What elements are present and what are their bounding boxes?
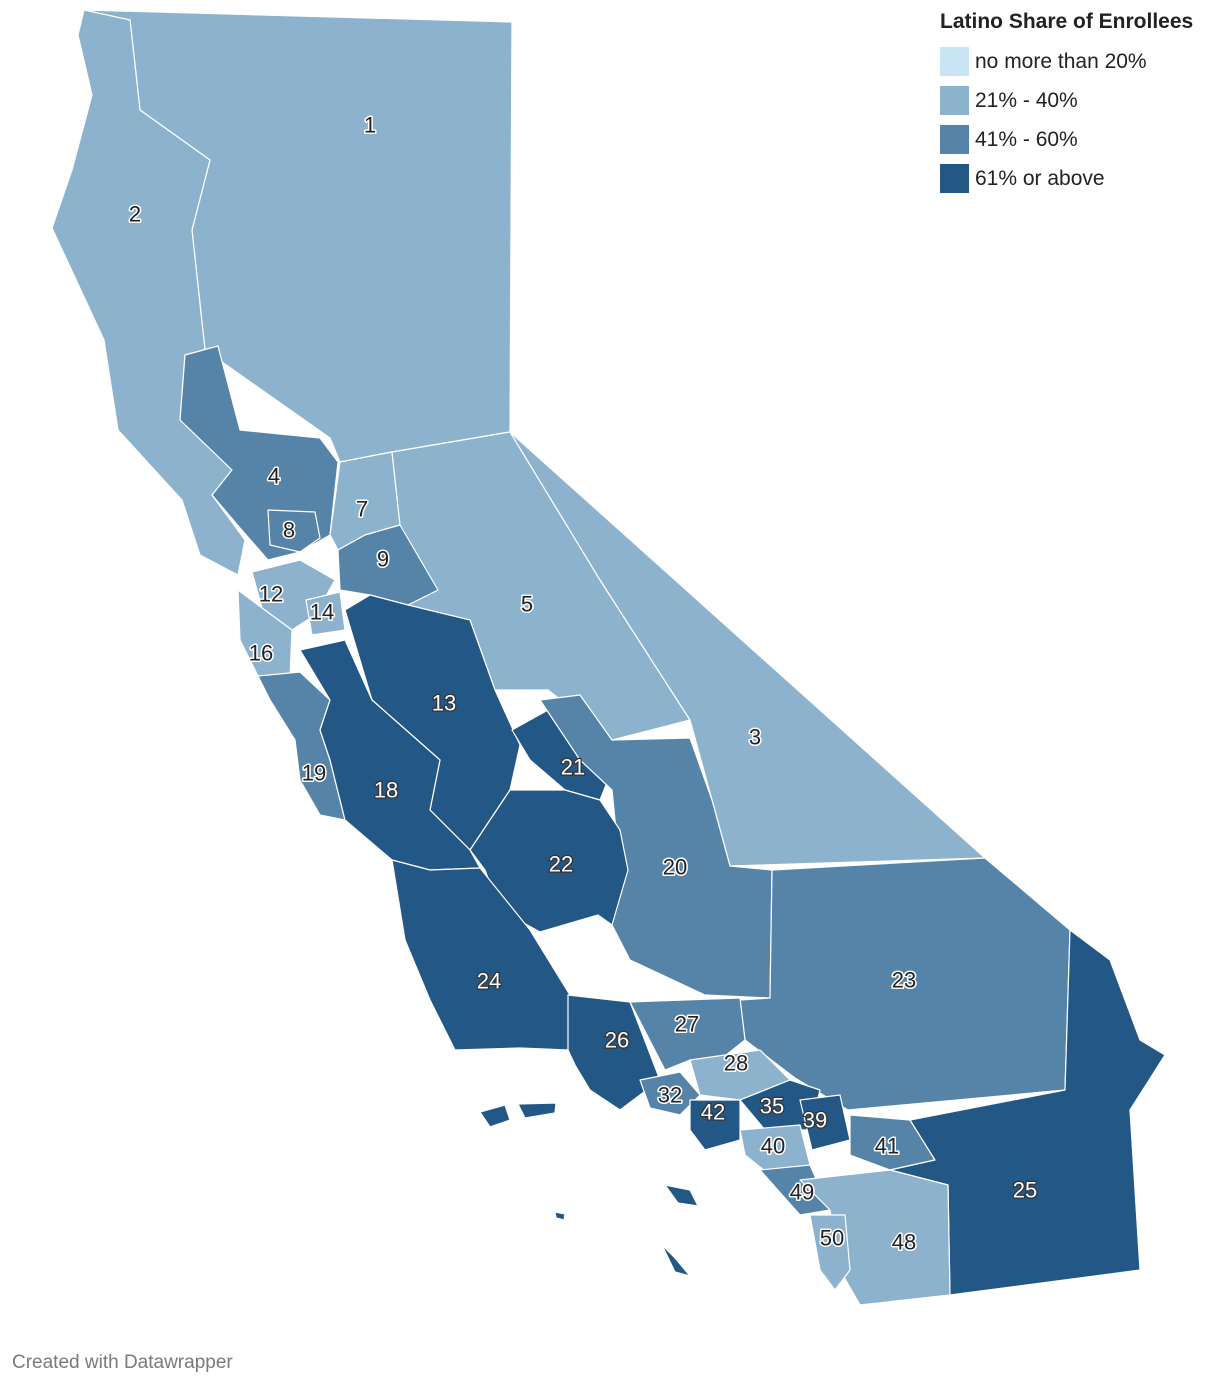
region-label-4: 4 <box>268 464 280 489</box>
region-label-24: 24 <box>477 969 501 994</box>
region-label-12: 12 <box>259 582 283 607</box>
region-label-27: 27 <box>675 1012 699 1037</box>
legend-label: 61% or above <box>975 166 1105 190</box>
region-label-41: 41 <box>875 1134 899 1159</box>
legend-label: 21% - 40% <box>975 88 1078 112</box>
region-23-shape[interactable] <box>739 857 1071 1111</box>
region-label-14: 14 <box>310 600 334 625</box>
region-14-shape[interactable] <box>305 591 346 636</box>
region-50-shape[interactable] <box>809 1214 851 1291</box>
region-label-39: 39 <box>803 1108 827 1133</box>
region-label-9: 9 <box>377 547 389 572</box>
region-label-48: 48 <box>892 1230 916 1255</box>
region-label-23: 23 <box>892 968 916 993</box>
region-label-18: 18 <box>374 778 398 803</box>
region-label-26: 26 <box>605 1028 629 1053</box>
region-26-shape[interactable] <box>567 994 661 1111</box>
region-label-8: 8 <box>283 518 295 543</box>
region-label-50: 50 <box>820 1226 844 1251</box>
region-9-shape[interactable] <box>337 524 439 606</box>
region-label-13: 13 <box>432 691 456 716</box>
map-legend: Latino Share of Enrollees no more than 2… <box>940 10 1193 198</box>
region-label-5: 5 <box>521 592 533 617</box>
island-shape <box>479 1104 511 1128</box>
region-2-shape[interactable] <box>51 9 246 576</box>
legend-label: no more than 20% <box>975 49 1147 73</box>
legend-item: 41% - 60% <box>940 120 1193 159</box>
region-label-42: 42 <box>701 1100 725 1125</box>
legend-swatch <box>940 47 969 76</box>
region-42-shape[interactable] <box>689 1099 741 1151</box>
region-label-7: 7 <box>356 497 368 522</box>
region-8-shape[interactable] <box>267 509 321 553</box>
region-label-32: 32 <box>658 1083 682 1108</box>
legend-swatch <box>940 164 969 193</box>
region-label-19: 19 <box>302 761 326 786</box>
island-shape <box>554 1211 566 1221</box>
region-label-40: 40 <box>761 1134 785 1159</box>
island-shape <box>517 1102 557 1119</box>
region-label-28: 28 <box>724 1051 748 1076</box>
legend-swatch <box>940 86 969 115</box>
region-label-20: 20 <box>663 855 687 880</box>
legend-label: 41% - 60% <box>975 127 1078 151</box>
island-shape <box>664 1184 699 1207</box>
region-label-21: 21 <box>561 755 585 780</box>
legend-item: 21% - 40% <box>940 81 1193 120</box>
legend-item: no more than 20% <box>940 42 1193 81</box>
region-label-22: 22 <box>549 852 573 877</box>
region-label-25: 25 <box>1013 1178 1037 1203</box>
region-label-3: 3 <box>749 725 761 750</box>
region-label-1: 1 <box>364 113 376 138</box>
region-label-2: 2 <box>129 202 141 227</box>
datawrapper-credit: Created with Datawrapper <box>12 1352 233 1373</box>
legend-title: Latino Share of Enrollees <box>940 10 1194 33</box>
region-label-35: 35 <box>760 1094 784 1119</box>
legend-item: 61% or above <box>940 159 1193 198</box>
legend-swatch <box>940 125 969 154</box>
island-shape <box>661 1244 691 1277</box>
region-label-49: 49 <box>790 1180 814 1205</box>
region-label-16: 16 <box>249 641 273 666</box>
